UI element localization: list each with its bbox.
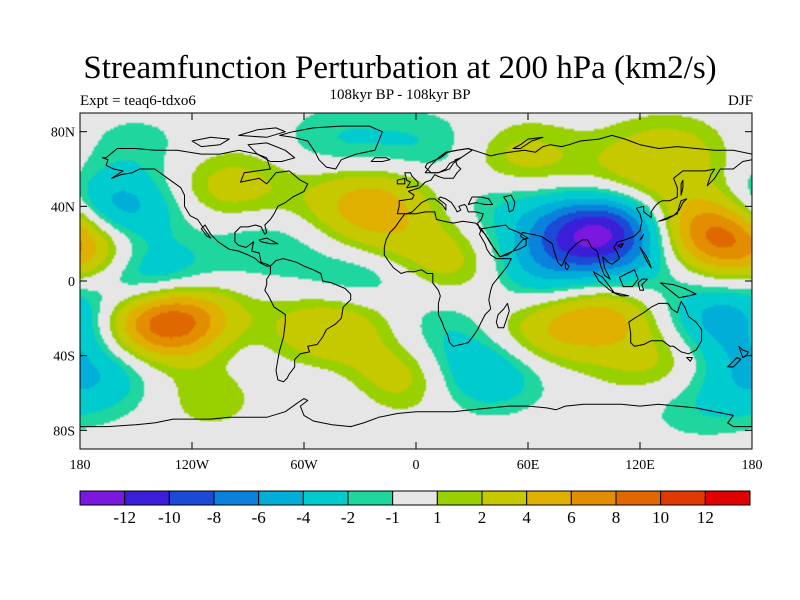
- colorbar-label: 1: [433, 508, 442, 527]
- coast-borneo: [619, 269, 639, 288]
- coast-tasmania: [686, 357, 693, 362]
- colorbar-label: 4: [522, 508, 531, 527]
- coast-sulawesi: [637, 278, 648, 291]
- coast-arctic-islands: [191, 136, 230, 148]
- colorbar-box: [526, 490, 572, 506]
- colorbar-box: [570, 490, 617, 506]
- coast-scandinavia: [424, 148, 473, 174]
- coast-africa: [383, 211, 512, 347]
- coast-baffin: [247, 142, 296, 162]
- colorbar-label: 6: [567, 508, 576, 527]
- coast-arabia: [480, 224, 529, 258]
- coast-taiwan: [639, 233, 645, 241]
- coast-hainan: [617, 243, 624, 248]
- colorbar: -12 -10 -8 -6 -4 -2 -1 1 2 4 6 8 10 12: [79, 490, 751, 527]
- colorbar-label: -2: [341, 508, 355, 527]
- coast-new-guinea: [660, 282, 697, 299]
- coast-sri-lanka: [564, 261, 570, 271]
- lat-tick-label: 0: [68, 275, 75, 290]
- lon-tick-label: 0: [413, 458, 420, 473]
- coast-eurasia: [396, 134, 752, 280]
- colorbar-box: [481, 490, 528, 506]
- colorbar-box: [258, 490, 304, 506]
- colorbar-label: 8: [612, 508, 621, 527]
- colorbar-box: [302, 490, 349, 506]
- coast-cuba: [258, 237, 279, 245]
- coast-north-america: [101, 148, 309, 267]
- colorbar-box: [392, 490, 438, 506]
- colorbar-box: [213, 490, 260, 506]
- colorbar-label: 2: [478, 508, 487, 527]
- streamfunction-field: [80, 113, 752, 449]
- colorbar-label: -12: [113, 508, 136, 527]
- coast-greenland: [279, 125, 383, 170]
- experiment-label: Expt = teaq6-tdxo6: [80, 93, 196, 109]
- lat-tick-label: 40N: [51, 200, 75, 215]
- lon-tick-label: 120E: [625, 458, 655, 473]
- coast-antarctica: [80, 398, 752, 428]
- lon-tick-label: 180: [70, 458, 91, 473]
- colorbar-label: 12: [697, 508, 714, 527]
- coast-japan: [658, 198, 688, 222]
- colorbar-box: [615, 490, 662, 506]
- coast-sumatra: [592, 271, 615, 293]
- colorbar-box: [79, 490, 126, 506]
- coast-british-isles: [396, 172, 419, 189]
- coast-java: [611, 291, 630, 297]
- coast-south-america: [264, 258, 352, 383]
- coast-sakhalin: [680, 179, 684, 196]
- lat-tick-label: 80N: [51, 126, 75, 141]
- lon-tick-label: 60W: [290, 458, 318, 473]
- coast-ellesmere: [238, 127, 286, 138]
- colorbar-label: -1: [386, 508, 400, 527]
- coast-australia: [628, 301, 703, 355]
- coast-iceland: [370, 157, 391, 162]
- colorbar-box: [436, 490, 483, 506]
- coastlines: [80, 125, 752, 428]
- colorbar-label: -6: [252, 508, 266, 527]
- coast-black-caspian: [467, 194, 516, 213]
- colorbar-box: [347, 490, 394, 506]
- plot-subtitle: 108kyr BP - 108kyr BP: [329, 87, 471, 103]
- coast-madagascar: [495, 302, 510, 329]
- colorbar-label: -4: [296, 508, 311, 527]
- colorbar-box: [660, 490, 706, 506]
- coast-philippines: [639, 246, 652, 269]
- colorbar-box: [704, 490, 751, 506]
- season-label: DJF: [727, 93, 753, 109]
- axis-ticks: 80N 40N 0 40S 80S 180 120W 60W 0 60E 120E 180: [51, 113, 763, 473]
- lon-tick-label: 60E: [517, 458, 540, 473]
- coast-novaya-zemlya: [512, 136, 544, 149]
- plot-title: Streamfunction Perturbation at 200 hPa (…: [83, 50, 717, 86]
- colorbar-label: -10: [158, 508, 181, 527]
- lat-tick-label: 40S: [53, 350, 75, 365]
- lon-tick-label: 120W: [175, 458, 210, 473]
- colorbar-box: [124, 490, 170, 506]
- colorbar-label: -8: [207, 508, 221, 527]
- colorbar-box: [168, 490, 215, 506]
- lon-tick-label: 180: [742, 458, 763, 473]
- lat-tick-label: 80S: [53, 424, 75, 439]
- colorbar-label: 10: [652, 508, 669, 527]
